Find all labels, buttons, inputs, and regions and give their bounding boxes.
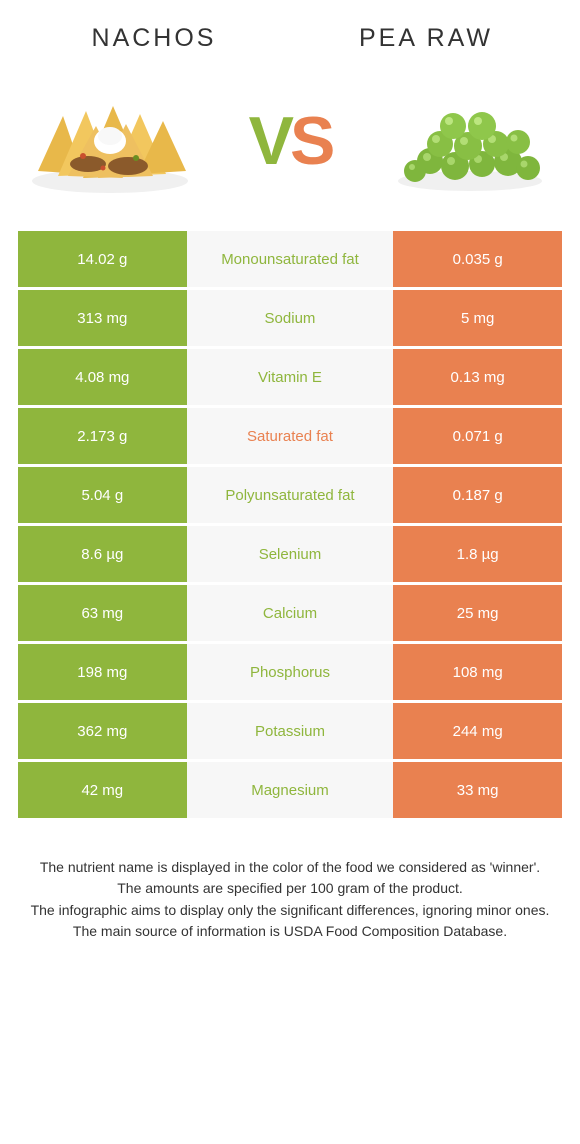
left-value: 362 mg xyxy=(18,703,187,759)
nutrient-label: Potassium xyxy=(187,703,394,759)
left-value: 42 mg xyxy=(18,762,187,818)
right-value: 33 mg xyxy=(393,762,562,818)
vs-s-letter: S xyxy=(290,102,331,180)
table-row: 42 mgMagnesium33 mg xyxy=(18,762,562,818)
right-value: 0.035 g xyxy=(393,231,562,287)
right-value: 108 mg xyxy=(393,644,562,700)
right-value: 244 mg xyxy=(393,703,562,759)
footnote-line: The nutrient name is displayed in the co… xyxy=(28,857,552,877)
vs-v-letter: V xyxy=(249,102,290,180)
table-row: 2.173 gSaturated fat0.071 g xyxy=(18,408,562,464)
footnotes: The nutrient name is displayed in the co… xyxy=(18,821,562,941)
vs-row: VS xyxy=(18,73,562,231)
left-value: 4.08 mg xyxy=(18,349,187,405)
nutrient-label: Calcium xyxy=(187,585,394,641)
left-value: 313 mg xyxy=(18,290,187,346)
table-row: 362 mgPotassium244 mg xyxy=(18,703,562,759)
right-value: 5 mg xyxy=(393,290,562,346)
left-value: 5.04 g xyxy=(18,467,187,523)
nutrient-label: Selenium xyxy=(187,526,394,582)
vs-label: VS xyxy=(249,102,332,180)
left-value: 14.02 g xyxy=(18,231,187,287)
table-row: 198 mgPhosphorus108 mg xyxy=(18,644,562,700)
table-row: 5.04 gPolyunsaturated fat0.187 g xyxy=(18,467,562,523)
nutrient-label: Monounsaturated fat xyxy=(187,231,394,287)
table-row: 4.08 mgVitamin E0.13 mg xyxy=(18,349,562,405)
footnote-line: The infographic aims to display only the… xyxy=(28,900,552,920)
left-value: 8.6 µg xyxy=(18,526,187,582)
nutrient-label: Phosphorus xyxy=(187,644,394,700)
peas-image xyxy=(387,81,552,201)
header-row: Nachos Pea raw xyxy=(18,0,562,73)
footnote-line: The amounts are specified per 100 gram o… xyxy=(28,878,552,898)
left-value: 198 mg xyxy=(18,644,187,700)
nachos-image xyxy=(28,81,193,201)
table-row: 313 mgSodium5 mg xyxy=(18,290,562,346)
right-value: 0.071 g xyxy=(393,408,562,464)
nutrient-label: Polyunsaturated fat xyxy=(187,467,394,523)
left-value: 63 mg xyxy=(18,585,187,641)
right-value: 25 mg xyxy=(393,585,562,641)
left-value: 2.173 g xyxy=(18,408,187,464)
right-value: 0.187 g xyxy=(393,467,562,523)
right-value: 1.8 µg xyxy=(393,526,562,582)
table-row: 63 mgCalcium25 mg xyxy=(18,585,562,641)
nutrient-label: Vitamin E xyxy=(187,349,394,405)
right-value: 0.13 mg xyxy=(393,349,562,405)
nutrient-label: Saturated fat xyxy=(187,408,394,464)
nutrient-table: 14.02 gMonounsaturated fat0.035 g313 mgS… xyxy=(18,231,562,818)
header-left-title: Nachos xyxy=(18,24,290,53)
header-right-title: Pea raw xyxy=(290,24,562,53)
nutrient-label: Magnesium xyxy=(187,762,394,818)
nutrient-label: Sodium xyxy=(187,290,394,346)
table-row: 8.6 µgSelenium1.8 µg xyxy=(18,526,562,582)
footnote-line: The main source of information is USDA F… xyxy=(28,921,552,941)
table-row: 14.02 gMonounsaturated fat0.035 g xyxy=(18,231,562,287)
